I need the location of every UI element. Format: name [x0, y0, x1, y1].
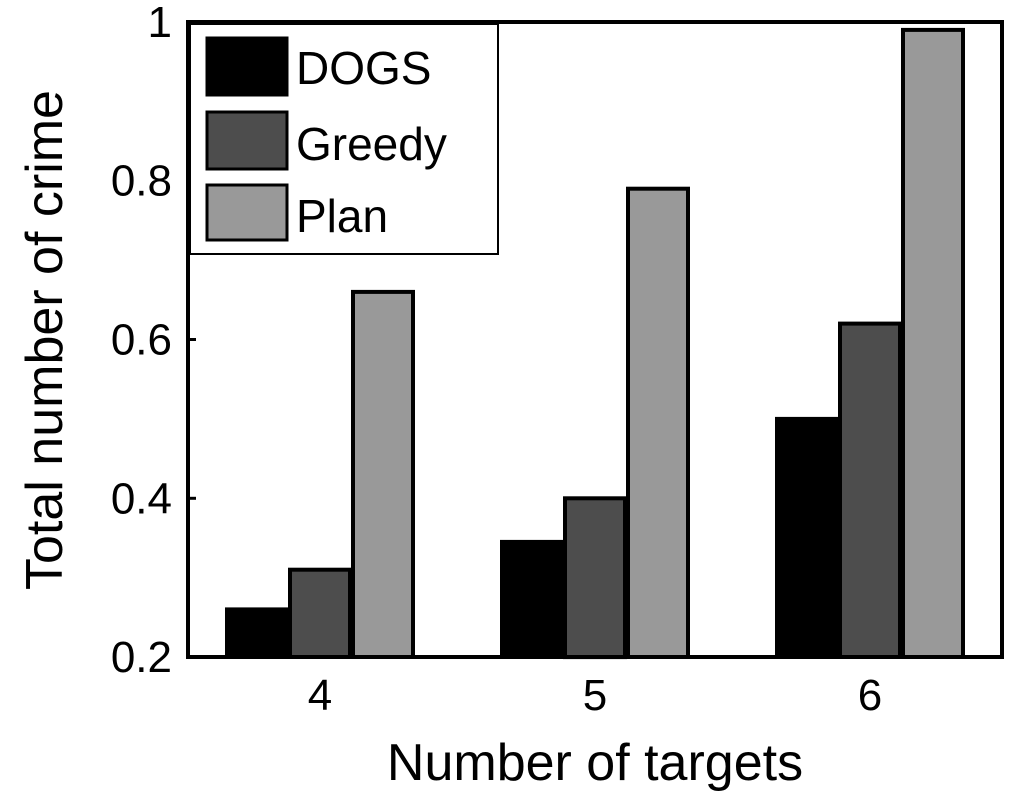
bar-plan-5 [626, 186, 690, 659]
x-axis-ticks: 4 5 6 [308, 671, 882, 720]
y-tick-label: 0.4 [111, 474, 172, 523]
bar-plan-6 [901, 27, 965, 659]
y-axis-ticks: 0.2 0.4 0.6 0.8 1 [111, 0, 196, 682]
legend-swatch-greedy [205, 110, 289, 171]
x-tick-label: 5 [583, 671, 607, 720]
legend-swatch-dogs [205, 36, 289, 97]
legend-label-greedy: Greedy [296, 118, 447, 170]
legend-label-plan: Plan [296, 190, 388, 242]
bar-dogs-4 [225, 607, 289, 660]
bar-greedy-4 [288, 567, 352, 660]
legend-label-dogs: DOGS [296, 42, 431, 94]
x-tick-label: 6 [858, 671, 882, 720]
bar-greedy-6 [838, 321, 902, 659]
y-tick-label: 0.8 [111, 157, 172, 206]
bar-dogs-6 [775, 416, 839, 659]
y-tick-label: 0.2 [111, 633, 172, 682]
y-tick-label: 0.6 [111, 316, 172, 365]
x-tick-label: 4 [308, 671, 332, 720]
y-tick-label: 1 [148, 0, 172, 47]
bar-plan-4 [351, 289, 415, 659]
legend-swatch-plan [205, 183, 289, 242]
x-axis-title: Number of targets [387, 734, 803, 792]
legend: DOGS Greedy Plan [189, 23, 499, 255]
y-axis-title: Total number of crime [16, 90, 74, 590]
bar-dogs-5 [500, 539, 564, 660]
bar-greedy-5 [563, 496, 627, 660]
